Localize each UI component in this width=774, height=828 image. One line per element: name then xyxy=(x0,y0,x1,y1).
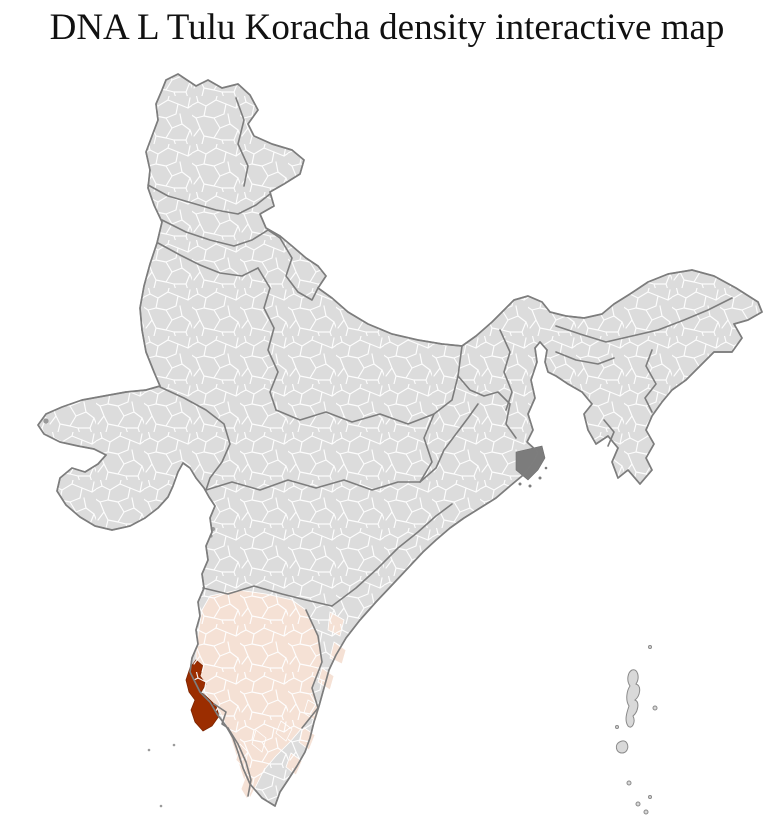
sundarbans-delta xyxy=(515,445,548,488)
page-title: DNA L Tulu Koracha density interactive m… xyxy=(49,7,725,48)
state-borders xyxy=(147,97,733,797)
district-texture-overlay xyxy=(38,74,762,806)
andaman-nicobar-islands[interactable] xyxy=(615,645,658,815)
lakshadweep-islands xyxy=(147,743,176,808)
